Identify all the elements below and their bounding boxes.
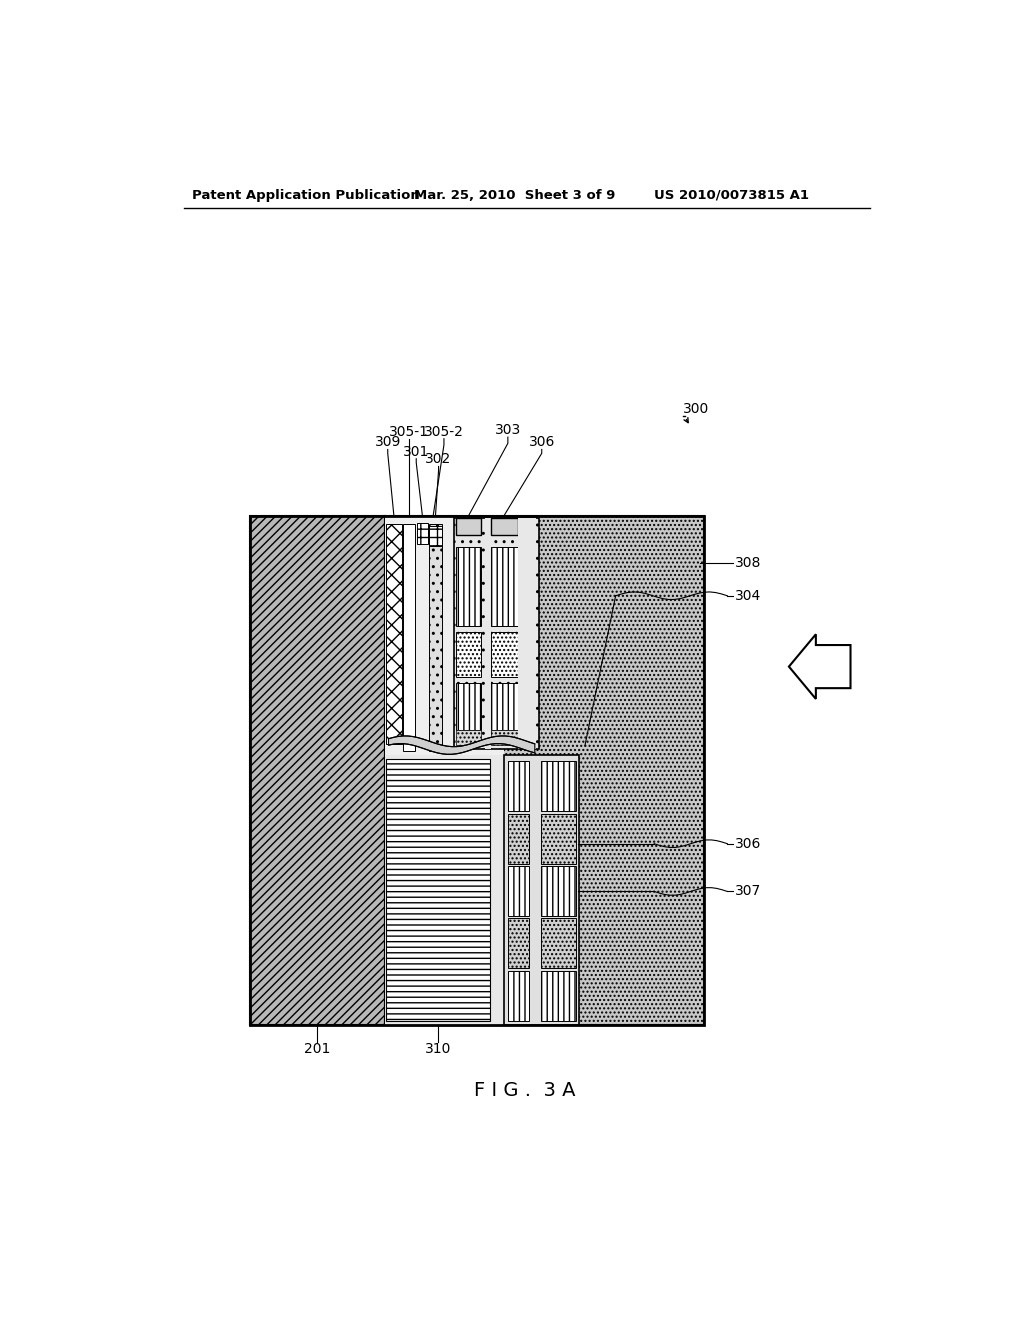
Bar bbox=[385, 516, 504, 755]
Bar bbox=[508, 813, 529, 863]
Bar bbox=[508, 970, 529, 1020]
Bar bbox=[490, 632, 518, 677]
Bar bbox=[386, 524, 401, 743]
Text: 303: 303 bbox=[495, 424, 521, 437]
Bar bbox=[541, 866, 575, 916]
Bar bbox=[385, 755, 504, 1024]
Text: 310: 310 bbox=[425, 1041, 451, 1056]
Bar bbox=[429, 524, 441, 751]
Bar bbox=[403, 524, 416, 751]
Bar bbox=[457, 730, 481, 744]
Bar bbox=[508, 762, 529, 812]
Bar bbox=[457, 682, 481, 730]
Bar bbox=[508, 866, 529, 916]
Text: US 2010/0073815 A1: US 2010/0073815 A1 bbox=[654, 189, 809, 202]
Bar bbox=[484, 517, 490, 748]
Bar bbox=[457, 546, 481, 626]
Text: 300: 300 bbox=[683, 403, 710, 416]
Bar bbox=[457, 517, 481, 535]
Bar bbox=[385, 516, 705, 1024]
Text: 306: 306 bbox=[528, 436, 555, 449]
Text: Mar. 25, 2010  Sheet 3 of 9: Mar. 25, 2010 Sheet 3 of 9 bbox=[414, 189, 615, 202]
Bar bbox=[490, 730, 518, 744]
Bar bbox=[541, 919, 575, 969]
Text: 302: 302 bbox=[425, 453, 452, 466]
Bar bbox=[386, 759, 490, 1020]
Bar bbox=[457, 632, 481, 677]
Bar bbox=[518, 517, 537, 748]
Text: 308: 308 bbox=[735, 556, 762, 570]
Bar bbox=[541, 970, 575, 1020]
Bar bbox=[250, 516, 385, 1024]
Text: Patent Application Publication: Patent Application Publication bbox=[193, 189, 420, 202]
Bar bbox=[504, 755, 580, 1024]
Bar bbox=[541, 762, 575, 812]
Bar bbox=[429, 525, 441, 545]
Text: 307: 307 bbox=[735, 884, 761, 899]
Bar bbox=[490, 682, 518, 730]
Text: 201: 201 bbox=[304, 1041, 330, 1056]
Bar bbox=[490, 546, 518, 626]
Bar bbox=[541, 813, 575, 863]
Text: 305-1: 305-1 bbox=[389, 425, 429, 438]
Text: F I G .  3 A: F I G . 3 A bbox=[474, 1081, 575, 1100]
Bar bbox=[250, 516, 705, 1024]
Text: 301: 301 bbox=[403, 445, 429, 459]
Text: 309: 309 bbox=[375, 436, 401, 449]
Text: 305-2: 305-2 bbox=[424, 425, 464, 438]
Text: 304: 304 bbox=[735, 589, 761, 603]
Bar bbox=[454, 517, 539, 748]
Polygon shape bbox=[388, 737, 535, 754]
Bar bbox=[490, 517, 518, 535]
Bar bbox=[417, 523, 428, 544]
Bar bbox=[508, 919, 529, 969]
Polygon shape bbox=[788, 635, 851, 700]
Text: 306: 306 bbox=[735, 837, 762, 850]
